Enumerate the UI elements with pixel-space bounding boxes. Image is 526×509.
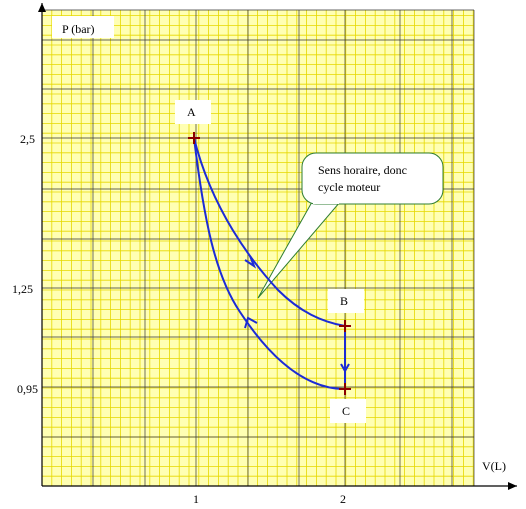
point-marker-b <box>339 320 351 332</box>
point-label-box-a <box>175 100 211 124</box>
y-tick-label-0-95: 0,95 <box>17 382 38 396</box>
callout-box <box>301 152 444 205</box>
point-label-b: B <box>340 294 348 308</box>
y-tick-label-1-25: 1,25 <box>12 282 33 296</box>
ylabel-box <box>52 16 114 38</box>
callout-text-line1: Sens horaire, donc <box>318 163 407 177</box>
point-label-box-c <box>330 399 366 423</box>
y-axis-arrow <box>38 3 46 12</box>
arrow-c-a <box>244 316 258 329</box>
x-axis-label: V(L) <box>482 459 506 473</box>
curve-a-to-b <box>193 137 346 327</box>
curve-c-to-a <box>193 137 346 390</box>
arrow-b-c <box>340 363 350 374</box>
point-marker-a <box>188 132 200 144</box>
point-label-box-b <box>328 289 364 313</box>
callout-text-line2: cycle moteur <box>318 180 380 194</box>
x-tick-label-2: 2 <box>340 492 346 506</box>
points-layer: A B C <box>175 100 366 423</box>
x-tick-label-1: 1 <box>193 492 199 506</box>
point-marker-c <box>339 383 351 395</box>
y-axis-label: P (bar) <box>62 22 95 36</box>
y-tick-label-2-5: 2,5 <box>20 132 35 146</box>
point-label-a: A <box>187 105 196 119</box>
x-axis-arrow <box>508 482 517 490</box>
arrow-a-b <box>244 255 257 269</box>
point-label-c: C <box>342 404 350 418</box>
